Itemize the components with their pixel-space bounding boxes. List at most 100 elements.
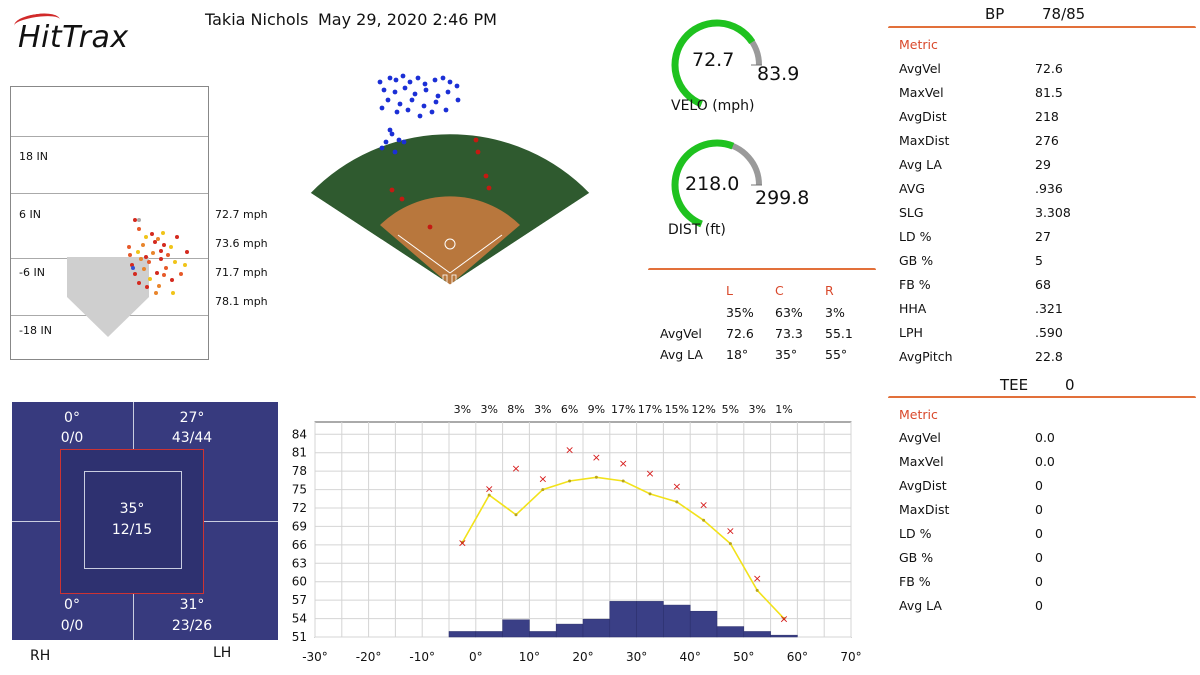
max-velocity-marker: × [753,572,762,585]
bin-percent-label: 3% [748,403,765,416]
x-tick-label: 0° [469,650,483,664]
split-pct-c: 63% [775,305,803,320]
y-tick-label: 69 [292,519,307,533]
logo-text: HitTrax [18,20,129,55]
max-velocity-marker: × [511,462,520,475]
contact-dot [154,291,158,295]
contact-dot [185,250,189,254]
contact-dot [136,250,140,254]
y-tick-label: 60 [292,575,307,589]
spray-chart-field [309,73,591,286]
contact-dot [153,240,157,244]
hit-dot [409,97,415,103]
metric-name: LPH [899,325,923,340]
histogram-bar [609,601,637,638]
hit-dot [421,103,427,109]
quad-center-angle: 35° [119,501,145,517]
y-tick-label: 54 [292,612,307,626]
contact-dot [128,253,132,257]
histogram-bar [502,619,530,638]
dist-gauge-fill [671,139,735,228]
y-tick-label: 81 [292,446,307,460]
contact-dot [151,251,155,255]
height-label: -18 IN [19,324,52,337]
y-tick-label: 57 [292,593,307,607]
tee-panel-rule [888,396,1196,398]
hit-dot [417,113,423,119]
quad-bottom-right-angle: 31° [179,597,205,613]
contact-dot [157,284,161,288]
hit-dot [423,87,429,93]
hit-dot [381,87,387,93]
split-header-c: C [775,283,784,298]
metric-name: MaxVel [899,454,944,469]
hit-dot [377,79,383,85]
metric-value: 0.0 [1035,454,1055,469]
right-handed-label: RH [30,648,51,664]
metric-name: Avg LA [899,157,942,172]
metric-value: 0 [1035,550,1043,565]
y-tick-label: 78 [292,464,307,478]
x-tick-label: 50° [733,650,754,664]
split-pct-l: 35% [726,305,754,320]
hit-dot [379,105,385,111]
split-pct-r: 3% [825,305,845,320]
x-tick-label: -30° [302,650,328,664]
quad-center-count: 12/15 [111,522,153,538]
histogram-bar [770,634,798,638]
metric-name: LD % [899,229,932,244]
pitchers-mound [444,238,456,250]
tee-metric-header: Metric [899,407,938,422]
quad-top-right-angle: 27° [179,410,205,426]
contact-dot [148,277,152,281]
contact-speed-label: 78.1 mph [215,295,268,308]
hit-dot [394,109,400,115]
dist-gauge [671,139,762,228]
contact-dot [147,260,151,264]
histogram-bar [716,626,745,638]
y-tick-label: 51 [292,630,307,644]
quad-bottom-right-count: 23/26 [171,618,213,634]
contact-dot [179,272,183,276]
metric-value: 218 [1035,109,1059,124]
metric-value: 29 [1035,157,1051,172]
metric-name: AVG [899,181,925,196]
contact-dot [139,257,143,261]
contact-dot [164,266,168,270]
hit-dot [407,79,413,85]
max-velocity-marker: × [726,525,735,538]
histogram-bar [636,601,664,638]
velo-gauge [671,19,762,108]
hittrax-logo: HitTrax [13,10,129,55]
hit-dot [412,91,418,97]
split-avgvel-r: 55.1 [825,326,853,341]
split-header-l: L [726,283,733,298]
bin-percent-label: 17% [638,403,662,416]
bp-panel-rule [888,26,1196,28]
avg-velocity-point [621,479,625,483]
histogram-bar [448,631,477,638]
metric-name: AvgPitch [899,349,953,364]
bin-percent-label: 12% [691,403,715,416]
baseline-left [397,234,451,274]
hit-dot [455,97,461,103]
quad-divider [133,402,134,449]
histogram-bar [689,610,718,638]
foul-line-right [449,192,591,286]
contact-dot [137,218,141,222]
contact-dot [133,272,137,276]
hit-dot [397,101,403,107]
split-avgvel-c: 73.3 [775,326,803,341]
hit-dot [433,99,439,105]
hit-dot [385,97,391,103]
contact-dot [169,245,173,249]
avg-velocity-point [460,540,464,544]
height-label: -6 IN [19,266,45,279]
contact-dot [166,253,170,257]
hit-dot [405,107,411,113]
player-name: Takia Nichols [205,10,309,29]
hit-dot [443,107,449,113]
hit-dot [393,77,399,83]
contact-dot [137,227,141,231]
metric-name: LD % [899,526,932,541]
